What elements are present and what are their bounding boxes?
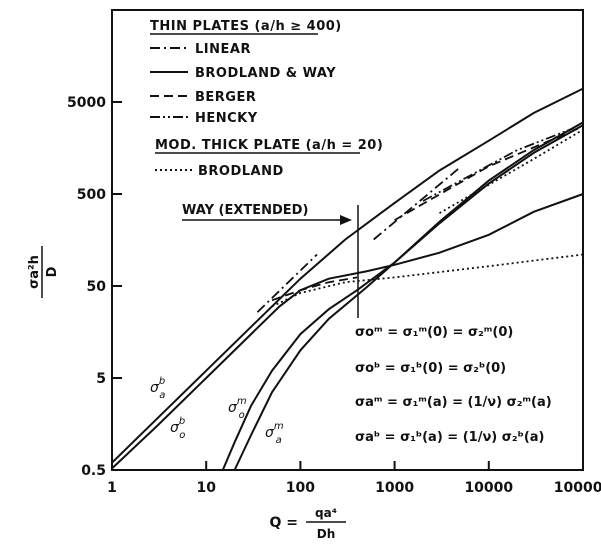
- series-layer: [111, 87, 584, 471]
- x-axis-label-denominator: Dh: [317, 527, 336, 541]
- series-line-5-dash-dot: [256, 253, 318, 313]
- x-tick-label: 100: [286, 480, 315, 496]
- series-line-1-solid: [111, 87, 584, 464]
- legend-label-hencky: HENCKY: [195, 111, 258, 126]
- curve-label-sigma-o-b: σb o: [170, 416, 185, 441]
- equation-4: σaᵇ = σ₁ᵇ(a) = (1/ν) σ₂ᵇ(a): [355, 430, 544, 445]
- curve-labels: σb a σb o σm o σm a: [150, 376, 284, 446]
- equation-1: σoᵐ = σ₁ᵐ(0) = σ₂ᵐ(0): [355, 325, 513, 340]
- y-tick-label: 500: [77, 187, 106, 203]
- series-line-7-dashed: [271, 276, 358, 302]
- x-axis-label: Q = qa⁴ Dh: [269, 506, 346, 541]
- axes-frame: [111, 9, 584, 471]
- legend-label-brodland: BRODLAND: [198, 164, 284, 179]
- way-extended-label: WAY (EXTENDED): [182, 203, 308, 218]
- x-axis-label-numerator: qa⁴: [315, 506, 337, 520]
- x-tick-label: 1000: [375, 480, 414, 496]
- series-line-10-dotted: [271, 253, 584, 308]
- y-axis-label: σa²h D: [27, 246, 60, 298]
- way-extended-annotation: WAY (EXTENDED): [182, 203, 359, 318]
- legend-label-brodland-way: BRODLAND & WAY: [195, 66, 336, 81]
- equation-2: σoᵇ = σ₁ᵇ(0) = σ₂ᵇ(0): [355, 361, 506, 376]
- series-line-3-solid: [221, 121, 584, 471]
- y-ticks: 0.5 5 50 500 5000: [67, 95, 122, 479]
- y-tick-label: 5000: [67, 95, 106, 111]
- series-line-11-dotted: [439, 128, 584, 214]
- y-tick-label: 50: [87, 279, 107, 295]
- equation-3: σaᵐ = σ₁ᵐ(a) = (1/ν) σ₂ᵐ(a): [355, 395, 552, 410]
- legend-group2-title: MOD. THICK PLATE (a/h = 20): [155, 138, 383, 153]
- curve-label-sigma-a-b: σb a: [150, 376, 165, 401]
- legend-label-berger: BERGER: [195, 90, 256, 105]
- y-axis-label-denominator: D: [45, 266, 60, 277]
- legend: THIN PLATES (a/h ≥ 400) LINEAR BRODLAND …: [150, 19, 383, 179]
- y-tick-label: 5: [96, 371, 106, 387]
- plot-frame: [111, 9, 584, 471]
- way-extended-arrow-head: [340, 215, 352, 225]
- legend-group1-title: THIN PLATES (a/h ≥ 400): [150, 19, 342, 34]
- curve-label-sigma-a-m: σm a: [265, 421, 284, 446]
- curve-label-sigma-o-m: σm o: [228, 396, 247, 421]
- y-axis-label-numerator: σa²h: [27, 255, 42, 289]
- y-tick-label: 0.5: [81, 463, 106, 479]
- x-tick-label: 1: [107, 480, 117, 496]
- series-line-8-dashed: [394, 125, 584, 221]
- x-axis-label-lhs: Q =: [269, 515, 298, 531]
- series-line-9-dash-dot-dot: [422, 127, 575, 202]
- legend-label-linear: LINEAR: [195, 42, 251, 57]
- series-line-6-dash-dot: [373, 166, 461, 241]
- series-line-2-solid: [111, 193, 584, 470]
- x-tick-label: 10000: [464, 480, 513, 496]
- series-line-4-solid: [233, 124, 584, 471]
- equations: σoᵐ = σ₁ᵐ(0) = σ₂ᵐ(0) σoᵇ = σ₁ᵇ(0) = σ₂ᵇ…: [355, 325, 552, 445]
- x-tick-label: 10: [196, 480, 216, 496]
